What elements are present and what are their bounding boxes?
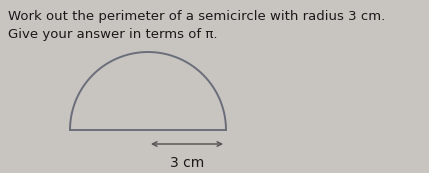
Text: 3 cm: 3 cm <box>170 156 204 170</box>
Text: Work out the perimeter of a semicircle with radius 3 cm.: Work out the perimeter of a semicircle w… <box>8 10 385 23</box>
Text: Give your answer in terms of π.: Give your answer in terms of π. <box>8 28 218 41</box>
